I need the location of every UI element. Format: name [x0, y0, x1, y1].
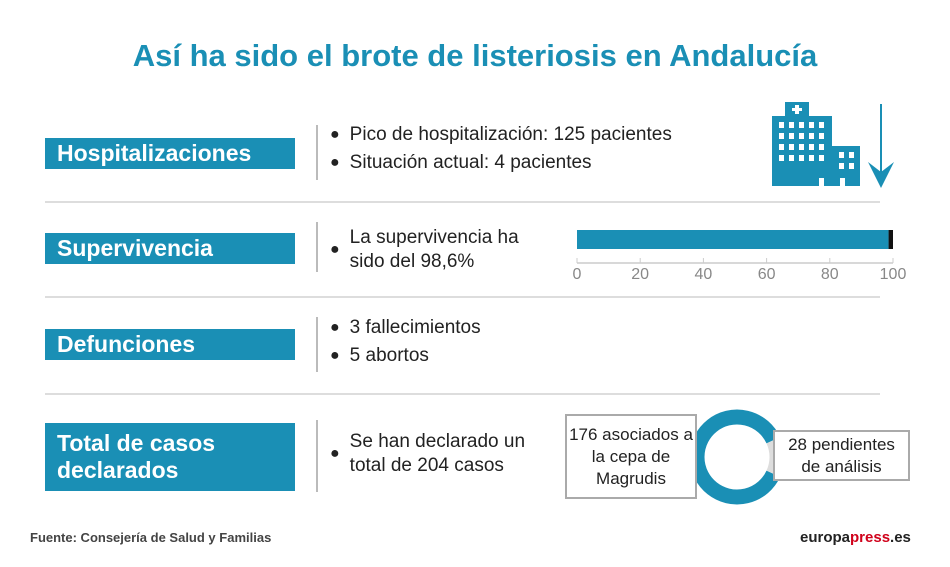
- tick-label: 0: [572, 266, 582, 283]
- label-defunciones: Defunciones: [45, 329, 295, 360]
- separator: [45, 201, 880, 203]
- hospital-icon: [772, 102, 860, 186]
- bullet-item: ● Se han declarado un total de 204 casos: [330, 431, 526, 476]
- label-pendientes: 28 pendientes de análisis: [773, 430, 910, 481]
- tick-label: 40: [694, 266, 713, 283]
- divider: [316, 420, 318, 492]
- bullet-item: ● La supervivencia ha sido del 98,6%: [330, 227, 519, 272]
- page-title: Así ha sido el brote de listeriosis en A…: [132, 38, 818, 73]
- bullet-item: ● Pico de hospitalización: 125 pacientes: [330, 124, 672, 145]
- bar-survival: [577, 230, 889, 249]
- label-total-casos: Total de casos declarados: [45, 423, 295, 491]
- arrow-down-icon: [868, 104, 894, 188]
- label-asociados: 176 asociados a la cepa de Magrudis: [565, 414, 697, 499]
- divider: [316, 317, 318, 372]
- europapress-logo: europapress.es: [800, 529, 911, 546]
- source-note: Fuente: Consejería de Salud y Familias: [30, 530, 272, 545]
- separator: [45, 296, 880, 298]
- divider: [316, 222, 318, 272]
- bullet-item: ● Situación actual: 4 pacientes: [330, 152, 592, 173]
- tick-label: 60: [757, 266, 776, 283]
- survival-bar-chart: [576, 230, 894, 264]
- separator: [45, 393, 880, 395]
- tick-label: 80: [820, 266, 839, 283]
- bullet-item: ● 3 fallecimientos: [330, 317, 481, 338]
- bar-remainder: [888, 230, 893, 249]
- label-hospitalizaciones: Hospitalizaciones: [45, 138, 295, 169]
- label-supervivencia: Supervivencia: [45, 233, 295, 264]
- bullet-item: ● 5 abortos: [330, 345, 429, 366]
- divider: [316, 125, 318, 180]
- tick-label: 100: [879, 266, 907, 283]
- donut-slice: [689, 409, 781, 505]
- tick-label: 20: [631, 266, 650, 283]
